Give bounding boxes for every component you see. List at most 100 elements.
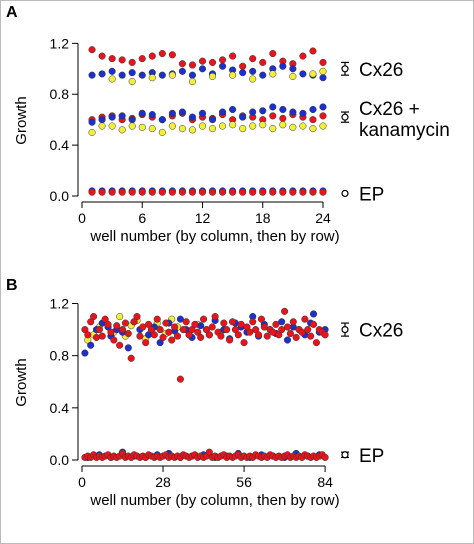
panel-a-point-red [178,60,186,68]
panel-a-y-tick-label: 0.4 [50,137,70,153]
panel-a-y-tick-label: 0.0 [50,188,70,204]
panel-a-point-red [239,188,247,196]
panel-b-y-axis-label: Growth [13,358,30,406]
panel-a-point-red [219,188,227,196]
panel-a-point-blue [289,108,297,116]
panel-b-point-red [278,326,286,334]
panel-a-point-red [198,57,207,65]
panel-a-point-blue [259,71,267,79]
panel-a-point-yellow [309,70,317,78]
panel-a-point-yellow [148,74,156,82]
panel-a-point-yellow [319,67,327,75]
panel-b-point-red [95,326,103,334]
panel-b-point-yellow [116,313,124,321]
panel-a-point-red [229,52,237,60]
panel-b-point-red [289,318,297,326]
panel-b-point-red [234,331,242,339]
panel-a-point-blue [239,69,247,77]
panel-a-point-red [138,188,146,196]
panel-a-point-blue [319,74,327,82]
panel-a-point-blue [239,113,247,121]
panel-a-point-yellow [208,72,217,80]
panel-b-y-tick-label: 0.4 [50,400,70,416]
panel-a-point-blue [118,112,126,120]
panel-a-point-blue [128,116,136,124]
panel-b-point-red [298,328,306,336]
panel-a-point-red [309,47,317,55]
panel-b-point-red [228,318,237,326]
panel-a-point-yellow [269,70,277,78]
panel-b-point-red [171,323,179,331]
panel-a-point-yellow [249,75,257,83]
panel-b-point-red [321,453,329,461]
panel-b-y-tick-label: 0.0 [50,452,70,468]
panel-b-point-blue [197,322,205,330]
panel-a-point-red [309,116,317,124]
panel-a-x-axis-label: well number (by column, then by row) [89,228,339,245]
panel-b-point-red [84,331,92,339]
panel-a-point-blue [188,113,196,121]
panel-a-point-blue [98,116,106,124]
panel-a-y-axis-label: Growth [13,96,30,144]
panel-b-point-red [223,326,231,334]
panel-a-point-blue [108,67,116,75]
panel-b-point-red [150,331,158,339]
panel-b-point-red [205,331,213,339]
panel-b-point-red [283,323,292,331]
panel-b-point-blue [124,344,132,352]
panel-b-point-red [257,315,265,323]
panel-b-point-red [176,375,184,383]
panel-b-point-red [220,319,228,327]
panel-a-point-blue [198,109,207,117]
panel-a-point-blue [198,65,207,73]
panel-a-point-yellow [319,122,327,130]
panel-b-group-mean-marker [341,451,349,459]
panel-a-group-mean-marker [341,65,349,73]
panel-a-point-red [158,49,166,58]
panel-b-point-blue [309,310,318,318]
panel-b-x-tick-label: 56 [236,474,252,490]
panel-a-point-red [148,188,156,196]
panel-a-point-red [128,188,136,196]
panel-a-point-blue [88,118,96,126]
panel-a-point-red [259,188,267,196]
panel-a-point-red [219,56,227,64]
panel-a-point-blue [219,62,227,70]
panel-b-group-label: EP [359,446,384,467]
panel-b-point-red [321,331,329,339]
panel-a-point-red [208,188,217,196]
panel-a-point-red [188,188,196,196]
panel-a-point-red [88,46,96,54]
panel-a-x-tick-label: 18 [255,210,271,226]
panel-b-point-red [200,315,208,323]
panel-b-point-red [153,315,161,323]
panel-a-point-yellow [88,128,96,136]
panel-a-point-yellow [188,126,196,134]
panel-b-point-red [118,326,127,334]
panel-a-point-blue [148,111,156,119]
panel-a-plot: 0.0 0.4 0.8 1.2 0 6 12 18 24 well number (by colu… [13,35,450,245]
panel-b-point-red [159,333,167,341]
panel-a-point-blue [168,109,176,117]
panel-b-point-red [107,328,115,336]
panel-b-point-blue [278,318,286,326]
panel-a-point-yellow [289,123,297,131]
panel-b-x-tick-label: 28 [155,474,171,490]
panel-b-point-red [113,322,121,330]
panel-a-point-red [138,55,146,63]
panel-b-point-red [286,329,294,338]
panel-a-group-label-line2: kanamycin [359,120,450,141]
panel-a-x-tick-label: 0 [78,210,86,226]
panel-a-point-red [319,188,327,196]
panel-b-x-tick-label: 84 [317,474,333,490]
panel-a-point-red [148,52,156,60]
panel-a-point-blue [158,71,166,79]
panel-b-point-red [179,326,187,334]
panel-b-point-red [260,323,268,331]
panel-a-point-yellow [229,71,237,79]
panel-a-point-yellow [128,77,136,86]
panel-b-point-red [292,333,300,341]
panel-b-point-red [90,313,98,321]
panel-a-x-tick-label: 12 [195,210,211,226]
